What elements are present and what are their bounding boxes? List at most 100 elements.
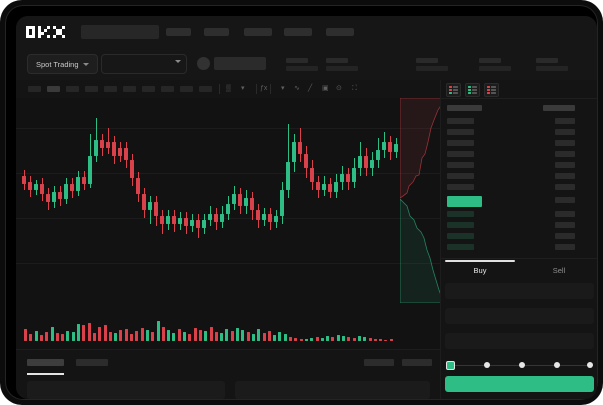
candle-wick [149,196,151,224]
tab-sell[interactable]: Sell [552,266,566,275]
nav-item-2[interactable] [204,28,229,36]
orderbook-col-header[interactable] [543,105,575,111]
candle [202,98,206,303]
candle [394,98,398,303]
bid-row[interactable] [447,233,474,239]
screenshot-icon[interactable]: ▣ [322,85,329,92]
spread-value[interactable] [555,197,575,203]
interval-button-4[interactable] [85,86,98,92]
orderbook-both-icon[interactable] [446,83,461,97]
candle [352,98,356,303]
orderbook-asks-icon[interactable] [484,83,499,97]
candle-body [340,174,344,182]
trading-pair-selector[interactable] [101,54,187,74]
interval-button-10[interactable] [199,86,212,92]
slider-node-25[interactable] [484,362,490,368]
candlestick-chart[interactable] [16,98,440,303]
volume-bar [151,332,155,341]
amount-field[interactable] [445,308,594,324]
bid-row-value[interactable] [555,222,575,228]
ask-row[interactable] [447,184,474,190]
orderbook-col-header[interactable] [447,105,482,111]
interval-button-5[interactable] [104,86,117,92]
settings-icon[interactable]: ⊙ [336,85,342,92]
chevron-down-icon[interactable]: ▾ [281,85,285,92]
ask-row-value[interactable] [555,129,575,135]
nav-item-3[interactable] [244,28,272,36]
ask-row[interactable] [447,118,474,124]
search-input[interactable] [81,25,159,39]
action-2[interactable] [402,359,432,366]
interval-button-8[interactable] [161,86,174,92]
bid-row[interactable] [447,222,474,228]
okx-logo-icon[interactable] [26,26,66,38]
volume-bar [257,329,261,341]
volume-bar [304,339,308,341]
ask-row[interactable] [447,129,474,135]
nav-item-5[interactable] [326,28,354,36]
interval-button-1[interactable] [28,86,41,92]
nav-item-4[interactable] [284,28,312,36]
nav-item-1[interactable] [166,28,191,36]
ask-row[interactable] [447,173,474,179]
candle [112,98,116,303]
candle-body [214,214,218,222]
candle [346,98,350,303]
interval-button-3[interactable] [66,86,79,92]
ask-row[interactable] [447,140,474,146]
spread-row[interactable] [447,196,482,207]
volume-bar [204,331,208,341]
ask-row[interactable] [447,151,474,157]
price-field[interactable] [445,283,594,299]
ask-row-value[interactable] [555,140,575,146]
slider-node-75[interactable] [554,362,560,368]
bid-row-value[interactable] [555,211,575,217]
trading-mode-selector[interactable]: Spot Trading [27,54,98,74]
pencil-icon[interactable]: ╱ [308,85,313,92]
stat-label [536,58,558,63]
slider-node-100[interactable] [587,362,593,368]
interval-button-2[interactable] [47,86,60,92]
interval-button-9[interactable] [180,86,193,92]
total-field[interactable] [445,333,594,349]
candle-wick [287,124,289,198]
chevron-down-icon[interactable]: ▾ [241,85,245,92]
ask-row[interactable] [447,162,474,168]
ask-row-value[interactable] [555,173,575,179]
tab-buy[interactable]: Buy [473,266,487,275]
divider [441,258,597,259]
candle [388,98,392,303]
bid-row[interactable] [447,211,474,217]
chevron-down-icon [175,60,181,63]
volume-bar [342,336,345,341]
bid-row[interactable] [447,244,474,250]
fullscreen-icon[interactable]: ⛶ [352,85,357,92]
interval-button-6[interactable] [123,86,136,92]
candle [292,98,296,303]
chart-toolbar: ▒ ▾ ƒx ▾ ∿ ╱ ▣ ⊙ ⛶ [16,80,440,99]
slider-handle[interactable] [446,361,455,370]
tab-open-orders[interactable] [27,359,64,366]
interval-button-7[interactable] [142,86,155,92]
submit-buy-button[interactable] [445,376,594,392]
bid-row-value[interactable] [555,244,575,250]
ask-row-value[interactable] [555,151,575,157]
amount-slider[interactable] [446,361,593,370]
candle-body [220,214,224,222]
candle [136,98,140,303]
wave-icon[interactable]: ∿ [294,85,300,92]
orderbook-bids-icon[interactable] [465,83,480,97]
candles-icon[interactable]: ▒ [226,85,231,92]
slider-node-50[interactable] [519,362,525,368]
ask-row-value[interactable] [555,162,575,168]
ask-row-value[interactable] [555,184,575,190]
action-1[interactable] [364,359,394,366]
volume-bar [124,329,128,341]
candle-body [46,194,50,202]
tab-order-history[interactable] [76,359,108,366]
indicator-icon[interactable]: ƒx [260,85,268,92]
ask-row-value[interactable] [555,118,575,124]
bid-row-value[interactable] [555,233,575,239]
candle [376,98,380,303]
candle-body [166,216,170,224]
